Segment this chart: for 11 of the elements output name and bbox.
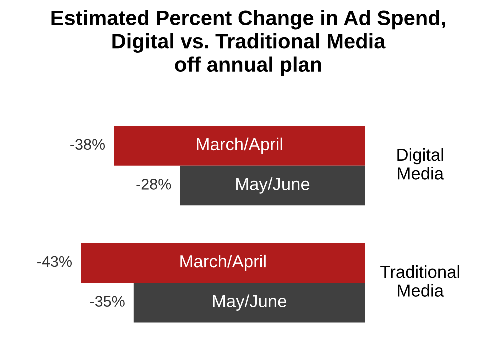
data-label: -43% [38, 256, 72, 268]
series-label: March/April [180, 254, 266, 272]
data-label: -28% [136, 179, 172, 190]
y-tick-label: Traditional Media [380, 266, 460, 297]
chart-title: Estimated Percent Change in Ad Spend, Digital vs. Traditional Media off annual plan [52, 10, 446, 76]
text: May/June [213, 294, 286, 311]
y-tick-label: Digital Media [398, 148, 444, 180]
text: March/April [197, 138, 282, 154]
data-label: -35% [90, 296, 125, 307]
series-label: May/June [236, 178, 310, 194]
data-label: -38% [70, 139, 106, 150]
